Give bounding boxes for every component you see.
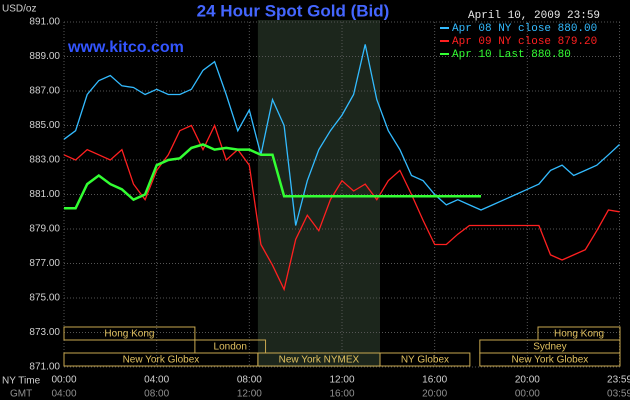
x-tick-label: 04:00	[144, 375, 169, 386]
x-tick-label: 00:00	[51, 375, 76, 386]
y-tick-label: 883.00	[29, 155, 60, 166]
y-tick-label: 877.00	[29, 258, 60, 269]
x-tick-label-gmt: 00:00	[515, 389, 540, 400]
x-tick-label-gmt: 04:00	[51, 389, 76, 400]
source: www.kitco.com	[67, 39, 184, 56]
row-label: NY Time	[2, 376, 41, 387]
x-tick-label-gmt: 08:00	[144, 389, 169, 400]
series-line	[63, 44, 620, 226]
y-tick-label: 887.00	[29, 86, 60, 97]
x-tick-label-gmt: 12:00	[237, 389, 262, 400]
y-tick-label: 885.00	[29, 120, 60, 131]
x-tick-label-gmt: 16:00	[329, 389, 354, 400]
session-label: New York Globex	[123, 355, 200, 366]
session-box	[479, 352, 621, 367]
legend-label: Apr 09 NY close 879.20	[452, 36, 597, 48]
session-label: New York NYMEX	[279, 355, 360, 366]
legend-label: Apr 08 NY close 880.00	[452, 23, 597, 35]
y-tick-label: 873.00	[29, 327, 60, 338]
session-label: NY Globex	[401, 355, 449, 366]
x-tick-label: 12:00	[329, 375, 354, 386]
session-box	[379, 352, 471, 367]
highlight	[257, 20, 380, 367]
y-tick-label: 879.00	[29, 224, 60, 235]
session-label: London	[214, 342, 247, 353]
x-tick-label-gmt: 03:59	[607, 389, 630, 400]
y-tick-label: 891.00	[29, 17, 60, 28]
row-label: GMT	[10, 389, 32, 400]
session-label: Hong Kong	[554, 329, 604, 340]
unit-label: USD/oz	[2, 4, 36, 15]
y-tick-label: 875.00	[29, 293, 60, 304]
legend-label: Apr 10 Last 880.80	[452, 49, 571, 61]
timestamp: April 10, 2009 23:59	[468, 10, 600, 22]
series-line	[64, 143, 481, 210]
y-tick-label: 889.00	[29, 51, 60, 62]
y-tick-label: 881.00	[29, 189, 60, 200]
series-line	[63, 123, 620, 292]
x-tick-label-gmt: 20:00	[422, 389, 447, 400]
x-tick-label: 16:00	[422, 375, 447, 386]
session-box	[63, 326, 196, 341]
x-tick-label: 23:59	[607, 375, 630, 386]
x-tick-label: 20:00	[515, 375, 540, 386]
y-tick-label: 871.00	[29, 362, 60, 373]
session-label: Sydney	[533, 342, 566, 353]
session-label: New York Globex	[512, 355, 589, 366]
x-tick-label: 08:00	[237, 375, 262, 386]
session-label: Hong Kong	[104, 329, 154, 340]
chart-title: 24 Hour Spot Gold (Bid)	[197, 1, 390, 20]
